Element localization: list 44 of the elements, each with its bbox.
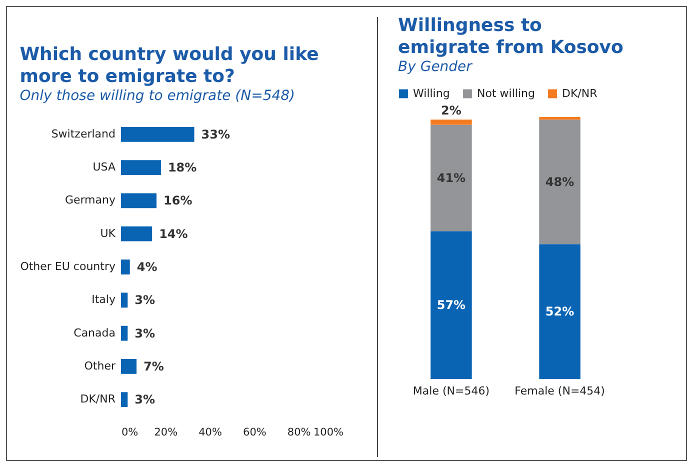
data-label: 2% bbox=[441, 104, 462, 118]
bar bbox=[539, 120, 580, 244]
x-tick-label: 80% bbox=[287, 426, 311, 438]
data-label: 7% bbox=[144, 359, 164, 374]
data-label: 4% bbox=[136, 260, 158, 274]
legend-label: Not willing bbox=[477, 86, 535, 100]
chart-subtitle: By Gender bbox=[398, 59, 474, 75]
data-label: 57% bbox=[436, 298, 466, 312]
x-tick-label: 40% bbox=[198, 426, 222, 438]
x-tick-label: 20% bbox=[154, 426, 178, 438]
data-label: 52% bbox=[545, 304, 574, 319]
data-label: 3% bbox=[134, 293, 156, 308]
y-tick-label: UK bbox=[100, 226, 116, 240]
chart-subtitle: Only those willing to emigrate (N=548) bbox=[20, 88, 296, 104]
y-tick-label: Germany bbox=[64, 194, 116, 207]
y-tick-label: Other bbox=[84, 359, 116, 372]
chart-title: Willingness to emigrate from Kosovo bbox=[398, 15, 624, 58]
x-tick-label: 100% bbox=[313, 426, 344, 438]
y-tick-label: Other EU country bbox=[20, 260, 116, 273]
bar bbox=[430, 231, 472, 379]
data-label: 41% bbox=[436, 170, 466, 185]
chart-title: Which country would you like more to emigrate to? bbox=[20, 44, 319, 87]
y-tick-label: Italy bbox=[92, 293, 116, 306]
y-tick-label: USA bbox=[92, 160, 116, 174]
data-label: 33% bbox=[201, 127, 230, 142]
x-tick-label: Male (N=546) bbox=[412, 384, 490, 398]
data-label: 48% bbox=[545, 174, 574, 189]
bar bbox=[539, 117, 580, 120]
x-tick-label: Female (N=454) bbox=[514, 384, 605, 398]
x-tick-label: 60% bbox=[243, 426, 266, 438]
data-label: 18% bbox=[168, 160, 197, 175]
data-label: 14% bbox=[159, 226, 188, 241]
x-tick-label: 0% bbox=[122, 426, 138, 438]
y-tick-label: Canada bbox=[74, 326, 116, 340]
y-tick-label: DK/NR bbox=[80, 392, 116, 406]
data-label: 16% bbox=[164, 194, 192, 208]
bar bbox=[430, 120, 472, 125]
legend-label: DK/NR bbox=[562, 86, 598, 100]
legend-label: Willing bbox=[413, 86, 450, 100]
bar bbox=[430, 124, 472, 232]
bar bbox=[539, 244, 580, 379]
data-label: 3% bbox=[134, 326, 156, 340]
y-tick-label: Switzerland bbox=[51, 127, 116, 140]
data-label: 3% bbox=[134, 392, 156, 407]
